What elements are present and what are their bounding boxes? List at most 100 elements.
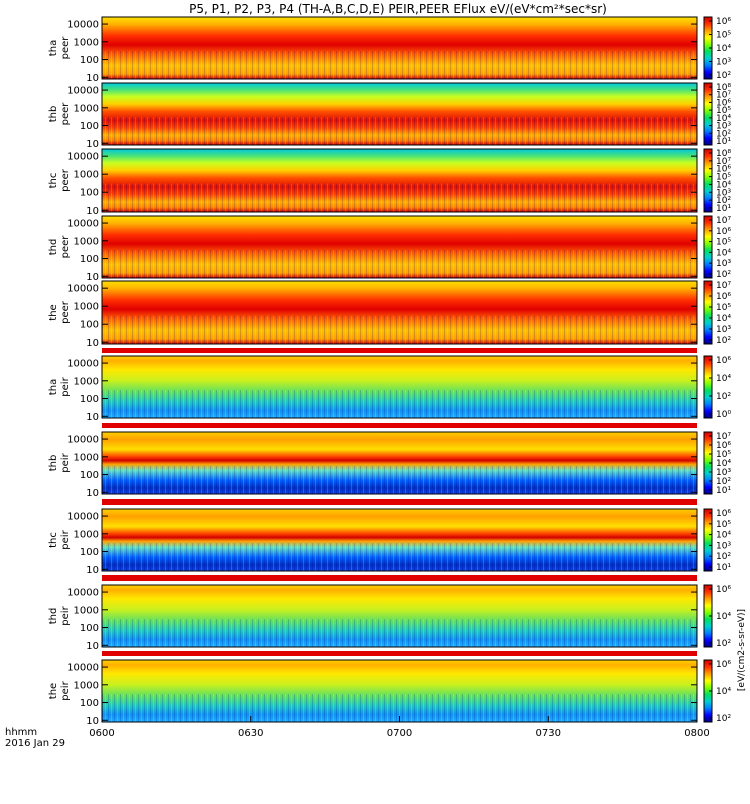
x-axis-label: 2016 Jan 29: [5, 738, 65, 749]
panel-frame: [101, 508, 698, 572]
panel-separator: [102, 575, 697, 581]
spectrogram-image: [102, 432, 697, 494]
colorbar-tick-label: 10⁴: [716, 248, 731, 258]
y-tick-label: 1000: [74, 376, 99, 387]
y-tick-label: 100: [80, 394, 99, 405]
panel-probe-label: thc: [48, 173, 59, 189]
colorbar-tick-label: 10²: [716, 639, 731, 649]
panel-frame: [101, 431, 698, 495]
colorbar-tick-label: 10¹: [716, 204, 731, 214]
colorbar-tick-label: 10⁸: [716, 149, 731, 159]
spectrogram-image: [102, 660, 697, 722]
panel-species-label: peir: [60, 529, 71, 549]
y-tick-label: 1000: [74, 236, 99, 247]
spectrogram-texture: [102, 694, 697, 722]
panel-frame: [101, 584, 698, 648]
panel-separator: [102, 499, 697, 505]
colorbar-tick-label: 10⁵: [716, 173, 731, 183]
spectrogram-texture: [102, 51, 697, 79]
colorbar-tick-label: 10²: [716, 196, 731, 206]
colorbar-tick-label: 10²: [716, 392, 731, 402]
spectrogram-image: [102, 149, 697, 212]
colorbar-tick-label: 10⁰: [716, 410, 731, 420]
panel-species-label: peir: [60, 452, 71, 472]
colorbar-tick-label: 10³: [716, 541, 731, 551]
colorbar-tick-label: 10⁴: [716, 44, 731, 54]
colorbar-tick-label: 10⁶: [716, 585, 731, 595]
panel-tha-peir: 10000 1000 100 10 tha peir 10⁶ 10⁴ 10² 10⁰: [48, 355, 731, 423]
y-tick-label: 10000: [67, 512, 99, 523]
y-tick-label: 10000: [67, 588, 99, 599]
panel-separator: [102, 348, 697, 353]
y-tick-label: 1000: [74, 605, 99, 616]
y-tick-label: 100: [80, 698, 99, 709]
y-tick-label: 100: [80, 254, 99, 265]
colorbar-tick-label: 10⁴: [716, 374, 731, 384]
colorbar-tick-label: 10⁷: [716, 216, 731, 226]
y-tick-label: 10000: [67, 152, 99, 163]
y-tick-label: 10000: [67, 359, 99, 370]
panel-species-label: peir: [60, 605, 71, 625]
spectrogram-image: [102, 17, 697, 79]
colorbar-tick-label: 10²: [716, 71, 731, 81]
colorbar-tick-label: 10⁶: [716, 292, 731, 302]
y-tick-label: 10: [86, 641, 99, 652]
y-tick-label: 1000: [74, 37, 99, 48]
y-tick-label: 10: [86, 412, 99, 423]
panel-probe-label: the: [48, 683, 59, 699]
colorbar-tick-label: 10³: [716, 188, 731, 198]
colorbar: [703, 508, 713, 572]
spectrogram-texture: [102, 390, 697, 418]
y-tick-label: 100: [80, 623, 99, 634]
y-tick-label: 10000: [67, 219, 99, 230]
panel-probe-label: tha: [48, 40, 59, 56]
y-tick-label: 1000: [74, 170, 99, 181]
colorbar-tick-label: 10⁴: [716, 612, 731, 622]
y-tick-label: 10: [86, 139, 99, 150]
colorbar-tick-label: 10⁴: [716, 459, 731, 469]
panel-tha-peer: 10000 1000 100 10 tha peer 10⁶ 10⁵ 10⁴ 10³ 10²: [48, 16, 731, 84]
colorbar-tick-label: 10²: [716, 714, 731, 724]
y-tick-label: 100: [80, 121, 99, 132]
colorbar: [703, 280, 713, 345]
colorbar-tick-label: 10⁶: [716, 356, 731, 366]
panel-species-label: peer: [60, 36, 71, 60]
y-tick-label: 1000: [74, 302, 99, 313]
y-tick-label: 1000: [74, 103, 99, 114]
y-tick-label: 10000: [67, 20, 99, 31]
panel-species-label: peer: [60, 102, 71, 126]
x-tick-label: 0730: [536, 728, 561, 739]
colorbar-tick-label: 10⁴: [716, 180, 731, 190]
colorbar-tick-label: 10⁵: [716, 520, 731, 530]
colorbar-tick-label: 10¹: [716, 486, 731, 496]
y-tick-label: 100: [80, 320, 99, 331]
panel-probe-label: the: [48, 304, 59, 320]
colorbar: [703, 82, 713, 146]
colorbar-tick-label: 10³: [716, 325, 731, 335]
colorbar-tick-label: 10⁵: [716, 303, 731, 313]
y-tick-label: 1000: [74, 529, 99, 540]
panel-frame: [101, 16, 698, 80]
panel-separator: [102, 651, 697, 656]
colorbar-label: [eV/(cm2-s-sr-eV)]: [737, 609, 747, 691]
colorbar-tick-label: 10⁴: [716, 531, 731, 541]
panel-species-label: peir: [60, 376, 71, 396]
spectrogram-texture: [102, 466, 697, 494]
spectrogram-image: [102, 216, 697, 278]
colorbar-tick-label: 10²: [716, 552, 731, 562]
x-axis-label: hhmm: [5, 727, 37, 738]
colorbar: [703, 148, 713, 213]
spectrogram-image: [102, 585, 697, 647]
spectrogram-texture: [102, 619, 697, 647]
colorbar-tick-label: 10⁵: [716, 31, 731, 41]
colorbar-tick-label: 10⁴: [716, 314, 731, 324]
y-tick-label: 10000: [67, 435, 99, 446]
colorbar-tick-label: 10²: [716, 336, 731, 346]
colorbar-tick-label: 10⁷: [716, 91, 731, 101]
y-tick-label: 10: [86, 206, 99, 217]
colorbar-tick-label: 10⁷: [716, 281, 731, 291]
